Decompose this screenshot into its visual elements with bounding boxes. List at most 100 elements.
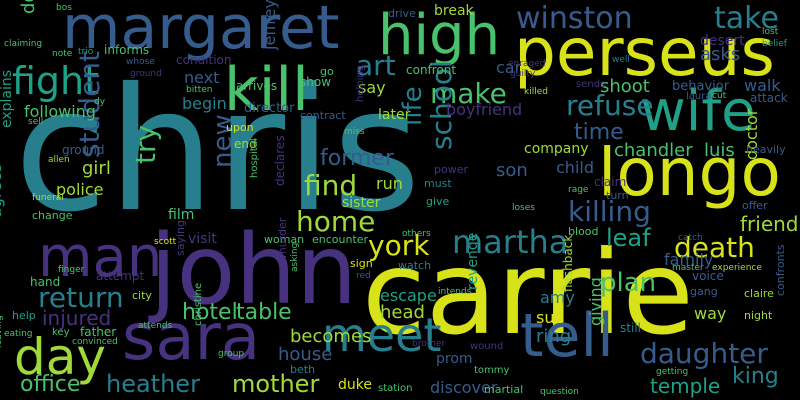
word-girl: girl — [82, 158, 111, 179]
word-police: police — [56, 180, 104, 199]
word-dy: dy — [94, 97, 106, 107]
word-red: red — [356, 271, 371, 281]
word-kill: kill — [224, 55, 309, 125]
word-former: former — [320, 146, 394, 171]
word-guilty: guilty — [510, 69, 536, 79]
word-chris: chris — [14, 52, 421, 250]
word-bitten: bitten — [186, 85, 213, 95]
word-temple: temple — [650, 374, 721, 398]
word-ground: ground — [62, 143, 105, 157]
word-murder: murder — [276, 217, 289, 258]
word-intends: intends — [438, 287, 472, 297]
word-daughter: daughter — [640, 337, 768, 370]
word-miss: miss — [344, 127, 365, 137]
word-voice: voice — [692, 269, 724, 283]
word-night: night — [744, 309, 773, 322]
word-go: go — [320, 65, 334, 78]
word-killing: killing — [568, 195, 651, 228]
word-arrives: arrives — [236, 79, 278, 93]
word-tommy: tommy — [474, 365, 510, 376]
word-power: power — [434, 163, 468, 176]
word-whose: whose — [126, 57, 155, 67]
word-shoot: shoot — [600, 76, 650, 97]
word-station: station — [378, 383, 413, 394]
word-brother: brother — [412, 339, 446, 349]
word-try: try — [129, 124, 162, 164]
word-head: head — [380, 302, 425, 323]
word-martial: martial — [484, 383, 524, 396]
word-next: next — [184, 68, 220, 87]
word-help: help — [12, 309, 36, 322]
word-agrees: agrees — [0, 163, 5, 218]
word-explains: explains — [0, 69, 15, 128]
word-return: return — [38, 281, 124, 314]
word-chandler: chandler — [614, 140, 693, 161]
word-table: table — [236, 300, 292, 325]
word-office: office — [20, 372, 81, 397]
word-discover: discover — [430, 378, 498, 397]
word-christine: christine — [193, 282, 204, 326]
word-leaf: leaf — [606, 224, 651, 252]
word-killed: killed — [524, 87, 548, 97]
word-mother: mother — [232, 370, 320, 398]
word-time: time — [574, 120, 624, 145]
word-allen: allen — [48, 155, 70, 165]
word-give: give — [426, 195, 450, 208]
word-claim: claim — [594, 175, 627, 189]
word-convinced: convinced — [72, 337, 118, 347]
word-rage: rage — [568, 185, 589, 195]
word-laura: laura — [686, 91, 712, 102]
word-declares: declares — [273, 135, 287, 186]
word-sister: sister — [342, 195, 381, 211]
word-jeffrey: jeffrey — [260, 0, 279, 50]
word-contract: contract — [300, 109, 346, 122]
word-say: say — [358, 78, 386, 97]
word-loses: loses — [512, 203, 535, 213]
word-ring: ring — [536, 326, 572, 347]
word-walk: walk — [744, 76, 781, 95]
word-friend: friend — [740, 212, 799, 236]
word-heather: heather — [106, 370, 200, 398]
word-others: others — [402, 229, 431, 239]
word-amy: amy — [540, 288, 575, 307]
word-king: king — [732, 364, 779, 389]
word-trio: trio — [78, 47, 94, 57]
word-change: change — [32, 209, 73, 222]
word-find: find — [304, 169, 358, 202]
word-company: company — [524, 141, 589, 157]
word-helping: helping — [355, 64, 366, 102]
word-refuse: refuse — [566, 89, 654, 122]
word-woman: woman — [264, 233, 305, 246]
word-prom: prom — [436, 351, 473, 367]
word-claiming: claiming — [4, 39, 43, 49]
word-blood: blood — [568, 225, 599, 238]
word-boyfriend: boyfriend — [446, 100, 523, 119]
word-take: take — [714, 1, 779, 36]
word-gang: gang — [690, 285, 718, 298]
word-revenge: revenge — [465, 232, 481, 290]
word-encounter: encounter — [312, 233, 369, 246]
word-house: house — [278, 344, 333, 365]
word-break: break — [434, 3, 474, 19]
word-eating: eating — [4, 329, 33, 339]
word-question: question — [540, 387, 579, 397]
word-city: city — [132, 289, 152, 302]
word-martha: martha — [452, 223, 569, 261]
word-visit: visit — [188, 231, 217, 247]
word-man: man — [38, 225, 163, 290]
word-wound: wound — [470, 341, 504, 352]
word-john: john — [150, 214, 358, 326]
word-lost: lost — [762, 27, 779, 37]
word-informs: informs — [104, 43, 150, 57]
word-sends: sends — [576, 79, 606, 90]
word-margaret: margaret — [62, 0, 340, 63]
word-luis: luis — [704, 140, 735, 161]
word-asks: asks — [700, 44, 741, 65]
word-catch: catch — [678, 233, 703, 243]
word-sue: sue — [536, 308, 565, 327]
word-beth: beth — [290, 363, 316, 376]
word-behavior: behavior — [672, 79, 730, 94]
word-attempt: attempt — [96, 269, 145, 283]
word-well: well — [612, 55, 630, 65]
